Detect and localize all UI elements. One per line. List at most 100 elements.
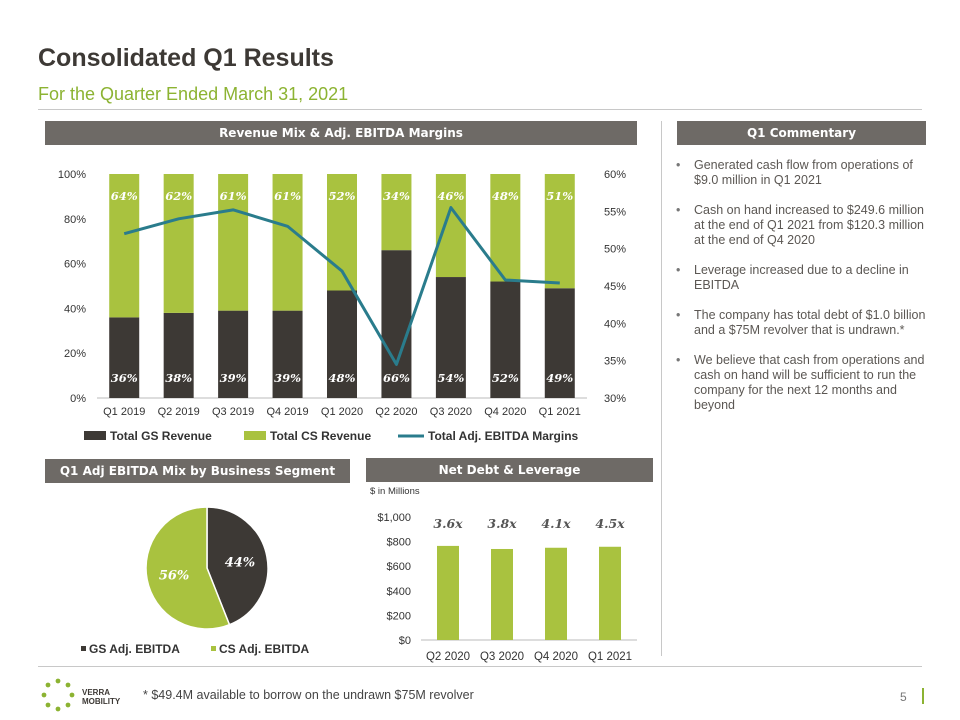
logo-wordmark: VERRA MOBILITY [82, 688, 121, 706]
cs-data-label: 62% [165, 189, 192, 203]
column-divider [661, 121, 662, 656]
title-divider [38, 109, 922, 110]
footnote: * $49.4M available to borrow on the undr… [143, 688, 474, 702]
revenue-mix-header: Revenue Mix & Adj. EBITDA Margins [45, 121, 637, 145]
gs-revenue-bar [435, 277, 466, 398]
page-title: Consolidated Q1 Results [38, 44, 334, 72]
y2-tick-label: 60% [604, 169, 626, 181]
gs-data-label: 38% [165, 371, 192, 385]
gs-revenue-bar [544, 288, 575, 398]
gs-revenue-bar [381, 250, 412, 398]
pie-data-label: 44% [225, 556, 255, 571]
footer-divider [38, 666, 922, 667]
commentary-item: • The company has total debt of $1.0 bill… [676, 308, 926, 337]
y-tick-label: $400 [387, 586, 411, 598]
gs-revenue-bar [327, 290, 357, 398]
y-tick-label: $1,000 [377, 512, 411, 524]
y2-tick-label: 35% [604, 356, 626, 368]
y-tick-label: $0 [399, 635, 411, 647]
gs-data-label: 66% [383, 371, 410, 385]
commentary-item: • Generated cash flow from operations of … [676, 158, 913, 187]
x-tick-label: Q2 2020 [375, 406, 417, 418]
cs-data-label: 48% [492, 189, 519, 203]
legend-swatch-cs [244, 431, 266, 440]
y-tick-label: 40% [64, 303, 86, 315]
cs-revenue-bar [272, 174, 303, 311]
gs-revenue-bar [163, 312, 194, 398]
unit-note: $ in Millions [370, 486, 420, 497]
legend-label-line: Total Adj. EBITDA Margins [428, 429, 579, 443]
gs-data-label: 54% [437, 371, 464, 385]
pie-legend-label-gs: GS Adj. EBITDA [89, 642, 180, 656]
x-tick-label: Q2 2020 [426, 651, 470, 663]
cs-revenue-bar [490, 174, 521, 282]
pie-slice [206, 506, 269, 626]
cs-data-label: 61% [220, 189, 247, 203]
y2-tick-label: 50% [604, 244, 626, 256]
pie-slice [145, 506, 231, 630]
cs-revenue-bar [109, 174, 140, 318]
x-tick-label: Q2 2019 [158, 406, 200, 418]
y-tick-label: $600 [387, 561, 411, 573]
page-number-bar [922, 688, 924, 704]
x-tick-label: Q1 2020 [321, 406, 363, 418]
cs-revenue-bar [381, 174, 412, 251]
gs-data-label: 52% [492, 371, 519, 385]
gs-data-label: 39% [274, 371, 301, 385]
x-tick-label: Q1 2021 [539, 406, 581, 418]
gs-revenue-bar [272, 310, 303, 398]
x-tick-label: Q1 2021 [588, 651, 632, 663]
gs-data-label: 36% [111, 371, 138, 385]
y2-tick-label: 55% [604, 206, 626, 218]
cs-data-label: 64% [111, 189, 138, 203]
segment-mix-header: Q1 Adj EBITDA Mix by Business Segment [45, 459, 350, 483]
commentary-item: • Cash on hand increased to $249.6 millio… [676, 203, 925, 247]
y-tick-label: 0% [70, 393, 86, 405]
gs-data-label: 39% [220, 371, 247, 385]
leverage-data-label: 4.5x [595, 516, 625, 531]
pie-data-label: 56% [159, 568, 189, 583]
net-debt-bar [545, 547, 567, 640]
legend-swatch-gs [84, 431, 106, 440]
gs-revenue-bar [490, 281, 521, 398]
x-tick-label: Q4 2020 [484, 406, 526, 418]
commentary-list: • Generated cash flow from operations of … [676, 158, 930, 428]
x-tick-label: Q3 2019 [212, 406, 254, 418]
cs-data-label: 51% [546, 189, 573, 203]
pie-legend-label-cs: CS Adj. EBITDA [219, 642, 310, 656]
cs-data-label: 61% [274, 189, 301, 203]
cs-data-label: 46% [437, 189, 464, 203]
legend-label-gs: Total GS Revenue [110, 429, 212, 443]
gs-revenue-bar [109, 317, 140, 398]
x-tick-label: Q4 2020 [534, 651, 578, 663]
verra-mobility-logo [41, 678, 75, 712]
y2-tick-label: 40% [604, 318, 626, 330]
y2-tick-label: 30% [604, 393, 626, 405]
gs-revenue-bar [218, 310, 249, 398]
net-debt-bar [599, 546, 621, 640]
leverage-data-label: 3.8x [487, 516, 517, 531]
gs-data-label: 49% [546, 371, 573, 385]
y-tick-label: $200 [387, 610, 411, 622]
leverage-data-label: 4.1x [541, 516, 571, 531]
cs-revenue-bar [163, 174, 194, 313]
ebitda-margin-line [123, 206, 560, 366]
x-tick-label: Q3 2020 [480, 651, 524, 663]
y-tick-label: 80% [64, 214, 86, 226]
x-tick-label: Q1 2019 [103, 406, 145, 418]
commentary-header: Q1 Commentary [677, 121, 926, 145]
cs-revenue-bar [435, 174, 466, 278]
cs-revenue-bar [218, 174, 249, 311]
gs-data-label: 48% [329, 371, 356, 385]
cs-data-label: 34% [383, 189, 410, 203]
y-tick-label: 20% [64, 348, 86, 360]
y-tick-label: 60% [64, 259, 86, 271]
legend-label-cs: Total CS Revenue [270, 429, 371, 443]
pie-legend-swatch-gs [81, 646, 86, 651]
net-debt-bar [437, 545, 459, 640]
net-debt-header: Net Debt & Leverage [366, 458, 653, 482]
y-tick-label: 100% [58, 169, 86, 181]
page-number: 5 [900, 690, 907, 704]
commentary-item: • Leverage increased due to a decline in … [676, 263, 909, 292]
